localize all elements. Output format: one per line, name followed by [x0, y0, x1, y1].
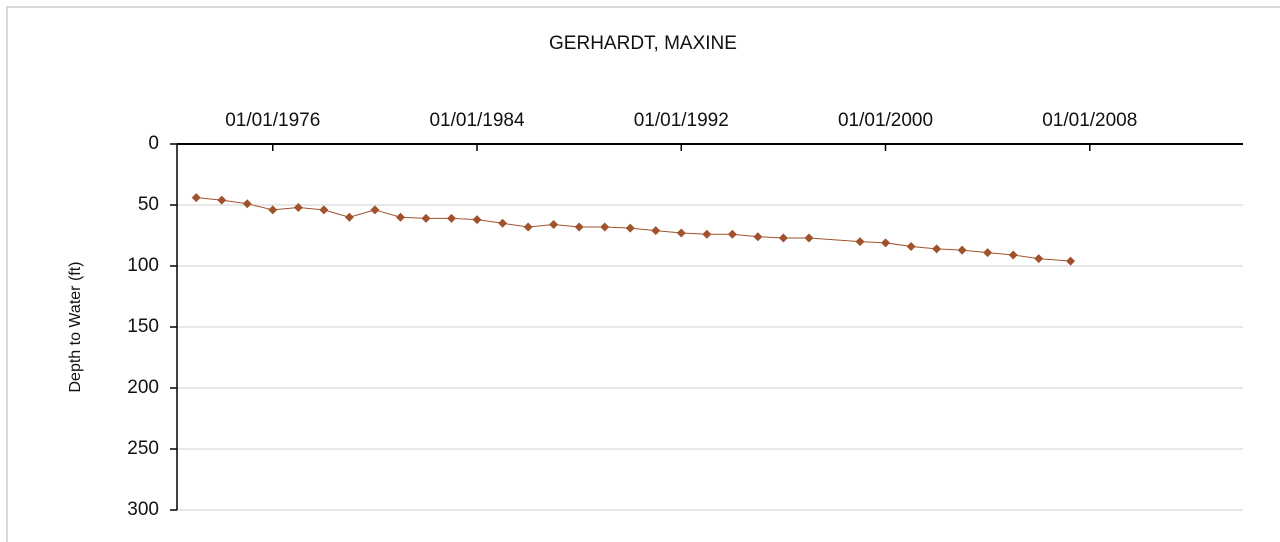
data-point	[191, 193, 201, 203]
data-point	[344, 212, 354, 222]
data-point	[625, 223, 635, 233]
frame	[6, 6, 1280, 542]
x-tick-label: 01/01/1984	[429, 110, 525, 131]
x-tick-label: 01/01/1992	[634, 110, 729, 131]
data-point	[472, 215, 482, 225]
data-point	[881, 238, 891, 248]
y-tick-label: 250	[127, 438, 159, 459]
data-point	[983, 248, 993, 258]
data-point	[1034, 254, 1044, 264]
data-point	[370, 205, 380, 215]
series-line	[196, 197, 1071, 262]
data-point	[600, 222, 610, 232]
data-point	[778, 233, 788, 243]
chart-title: GERHARDT, MAXINE	[549, 33, 737, 54]
data-point	[727, 229, 737, 239]
y-tick-label: 0	[148, 133, 159, 154]
data-point	[217, 195, 227, 205]
data-point	[1066, 256, 1076, 266]
data-point	[242, 199, 252, 209]
data-point	[651, 226, 661, 236]
data-point	[702, 229, 712, 239]
data-point	[957, 245, 967, 255]
data-point	[932, 244, 942, 254]
y-tick-label: 50	[138, 194, 159, 215]
data-point	[804, 233, 814, 243]
x-tick-label: 01/01/2008	[1042, 110, 1137, 131]
data-point	[395, 212, 405, 222]
y-tick-label: 150	[127, 316, 159, 337]
y-tick-label: 200	[127, 377, 159, 398]
data-point	[421, 213, 431, 223]
data-point	[1008, 250, 1018, 260]
data-point	[753, 232, 763, 242]
data-point	[574, 222, 584, 232]
data-point	[855, 237, 865, 247]
y-tick-label: 300	[127, 499, 159, 520]
data-point	[498, 218, 508, 228]
data-point	[319, 205, 329, 215]
data-point	[549, 220, 559, 230]
data-point	[447, 213, 457, 223]
x-tick-label: 01/01/1976	[225, 110, 320, 131]
data-point	[523, 222, 533, 232]
y-axis-label: Depth to Water (ft)	[67, 262, 84, 393]
data-point	[906, 241, 916, 251]
data-point	[268, 205, 278, 215]
data-point	[676, 228, 686, 238]
data-point	[293, 202, 303, 212]
y-tick-label: 100	[127, 255, 159, 276]
x-tick-label: 01/01/2000	[838, 110, 933, 131]
